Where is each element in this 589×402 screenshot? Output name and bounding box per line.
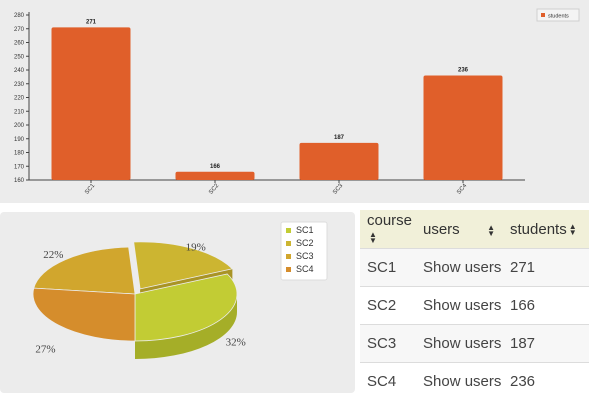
pie-slice-side: [135, 294, 237, 359]
table-row: SC3 Show users 187: [360, 324, 589, 363]
show-users-link[interactable]: Show users: [416, 324, 503, 363]
x-tick-label: SC2: [208, 182, 221, 195]
data-label: 236: [458, 68, 469, 74]
y-tick-label: 180: [14, 151, 25, 157]
course-link[interactable]: SC4: [360, 362, 416, 400]
pie-slice: [133, 241, 234, 290]
sort-icon[interactable]: ▲ ▼: [568, 221, 577, 237]
bar-chart: 160 170 180 190 200 210 220 230 240 250 260 270 280 2…: [14, 8, 580, 196]
sort-icon[interactable]: ▲ ▼: [487, 223, 495, 238]
pie-slice: [32, 287, 136, 342]
y-tick-label: 170: [14, 164, 25, 170]
course-link[interactable]: SC3: [360, 324, 416, 363]
sort-icon[interactable]: ▲ ▼: [369, 230, 377, 246]
students-column-header[interactable]: students ▲ ▼: [503, 210, 589, 249]
show-users-link[interactable]: Show users: [416, 286, 503, 325]
course-header-label: course: [367, 212, 413, 229]
table-row: SC1 Show users 271: [360, 248, 589, 287]
data-label: 166: [210, 164, 221, 170]
table-row: SC4 Show users 236: [360, 362, 589, 400]
users-header-label: users: [423, 220, 460, 238]
legend-swatch: [541, 13, 545, 17]
y-tick-label: 240: [14, 68, 25, 74]
pie-percent-label: 27%: [35, 343, 55, 355]
show-users-link[interactable]: Show users: [416, 362, 503, 400]
students-count: 166: [503, 286, 589, 325]
pie-slice: [134, 273, 238, 342]
table-header-row: course▲ ▼ users ▲ ▼ students ▲ ▼: [360, 210, 589, 249]
x-tick-label: SC3: [332, 182, 345, 195]
pie-percent-label: 32%: [226, 336, 246, 348]
pie-percent-label: 22%: [43, 249, 63, 261]
pie-chart-panel: 32% 19% 22% 27% SC1 SC2 SC3 SC4: [0, 212, 355, 393]
students-count: 271: [503, 248, 589, 287]
x-tick-label: SC4: [456, 182, 469, 195]
pie-legend-swatch: [286, 254, 291, 259]
students-count: 236: [503, 362, 589, 400]
pie-legend-label: SC3: [296, 251, 314, 261]
legend: [536, 8, 580, 22]
course-link[interactable]: SC2: [360, 286, 416, 325]
course-column-header[interactable]: course▲ ▼: [360, 210, 416, 249]
bar: [299, 142, 379, 180]
pie-legend-label: SC1: [296, 225, 314, 235]
bar: [175, 171, 255, 180]
pie-slice: [33, 246, 136, 295]
course-link[interactable]: SC1: [360, 248, 416, 287]
y-tick-label: 220: [14, 96, 25, 102]
bar-chart-panel: 160 170 180 190 200 210 220 230 240 250 260 270 280 2…: [0, 0, 589, 203]
y-tick-label: 200: [14, 123, 25, 129]
students-count: 187: [503, 324, 589, 363]
x-tick-label: SC1: [84, 182, 97, 195]
y-tick-label: 190: [14, 137, 25, 143]
y-tick-label: 250: [14, 54, 25, 60]
pie-percent-label: 19%: [186, 242, 206, 254]
pie-legend-label: SC2: [296, 238, 314, 248]
bar: [423, 75, 503, 180]
y-tick-label: 210: [14, 109, 25, 115]
y-tick-label: 160: [14, 178, 25, 184]
pie-chart: 32% 19% 22% 27% SC1 SC2 SC3 SC4: [32, 221, 328, 359]
pie-legend-swatch: [286, 228, 291, 233]
students-header-label: students: [510, 220, 567, 238]
show-users-link[interactable]: Show users: [416, 248, 503, 287]
table-row: SC2 Show users 166: [360, 286, 589, 325]
y-tick-label: 280: [14, 13, 25, 19]
students-table: course▲ ▼ users ▲ ▼ students ▲ ▼ SC1 Show use…: [360, 210, 589, 400]
y-tick-label: 260: [14, 41, 25, 47]
bar: [51, 27, 131, 180]
pie-legend: [280, 221, 328, 281]
pie-legend-label: SC4: [296, 264, 314, 274]
data-label: 271: [86, 19, 97, 25]
users-column-header[interactable]: users ▲ ▼: [416, 210, 503, 249]
data-label: 187: [334, 135, 345, 141]
y-tick-label: 270: [14, 27, 25, 33]
y-tick-label: 230: [14, 82, 25, 88]
legend-label: students: [548, 14, 569, 20]
pie-legend-swatch: [286, 241, 291, 246]
pie-legend-swatch: [286, 267, 291, 272]
